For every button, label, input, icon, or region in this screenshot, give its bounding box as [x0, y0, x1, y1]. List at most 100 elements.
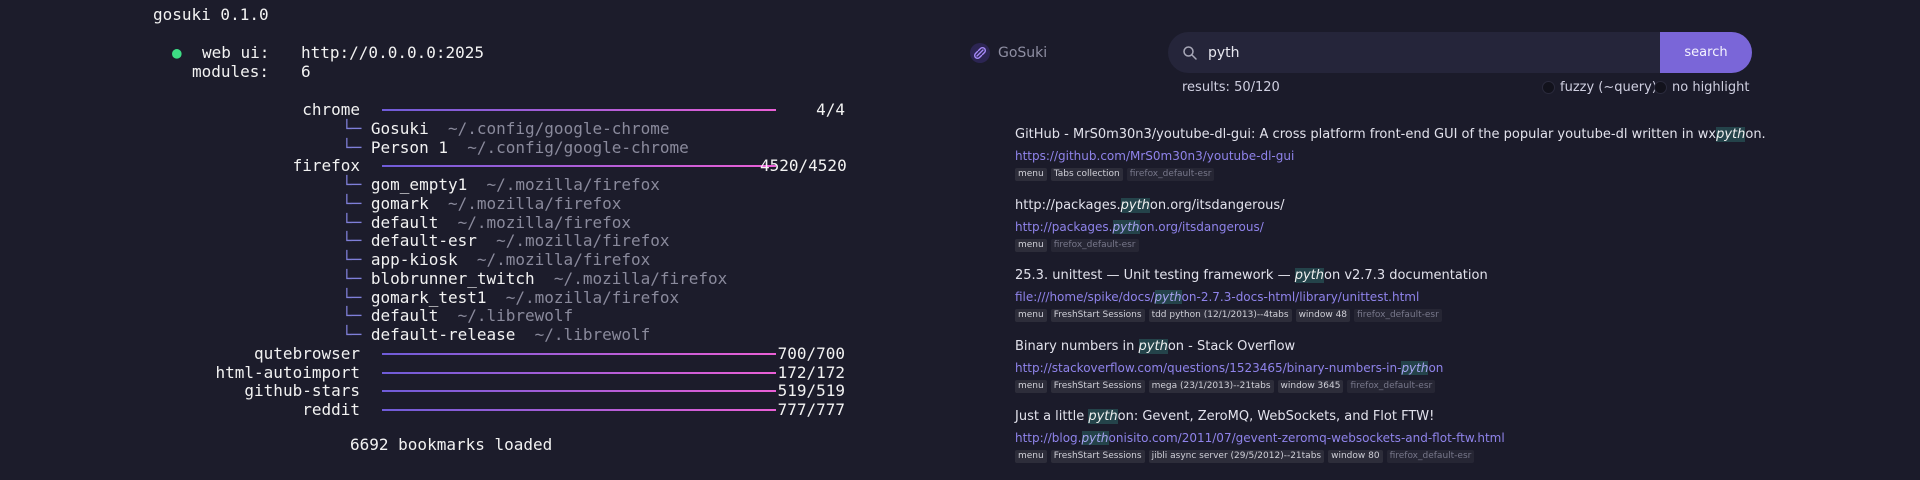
bookmarks-loaded: 6692 bookmarks loaded [350, 435, 553, 454]
module-count: 700/700 [777, 343, 845, 363]
app-version: gosuki 0.1.0 [153, 5, 269, 24]
tag-badge[interactable]: window 48 [1295, 309, 1351, 322]
tree-branch-icon: └─ [342, 325, 362, 344]
result-title[interactable]: 25.3. unittest — Unit testing framework … [1015, 268, 1488, 283]
module-row: reddit 777/777 [0, 400, 960, 419]
match-highlight: pyth [1716, 127, 1746, 142]
match-highlight: pyth [1120, 197, 1150, 213]
profile-row: └─ Person 1 ~/.config/google-chrome [342, 138, 689, 157]
web-ui-url[interactable]: http://0.0.0.0:2025 [301, 43, 485, 62]
module-row: github-stars 519/519 [0, 381, 960, 400]
profile-path: ~/.librewolf [515, 325, 651, 344]
no-highlight-radio[interactable] [1654, 81, 1667, 94]
result-item: Just a little python: Gevent, ZeroMQ, We… [1015, 407, 1505, 463]
module-count: 172/172 [777, 362, 845, 382]
search-input[interactable] [1206, 43, 1690, 62]
module-name: html-autoimport [215, 362, 361, 382]
profile-row: └─ default-release ~/.librewolf [342, 325, 650, 344]
tag-badge[interactable]: menu [1015, 309, 1047, 322]
result-item: GitHub - MrS0m30n3/youtube-dl-gui: A cro… [1015, 125, 1766, 181]
module-name: chrome [302, 100, 360, 119]
tag-badge[interactable]: jibli async server (29/5/2012)--21tabs [1148, 450, 1325, 463]
status-dot-icon: ● [172, 43, 182, 62]
profile-path: ~/.mozilla/firefox [428, 193, 622, 213]
progress-bar [382, 390, 776, 393]
match-highlight: pyth [1154, 290, 1182, 304]
result-item: http://packages.python.org/itsdangerous/… [1015, 196, 1285, 252]
tag-badge[interactable]: FreshStart Sessions [1050, 379, 1145, 393]
match-highlight: pyth [1112, 219, 1140, 234]
tag-badge[interactable]: menu [1015, 238, 1047, 252]
profile-row: └─ gomark ~/.mozilla/firefox [342, 194, 621, 213]
no-highlight-option[interactable]: no highlight [1654, 80, 1749, 95]
tag-badge[interactable]: FreshStart Sessions [1050, 309, 1145, 322]
module-name: firefox [292, 156, 360, 176]
result-item: Binary numbers in python - Stack Overflo… [1015, 337, 1443, 393]
result-url[interactable]: http://blog.pythonisito.com/2011/07/geve… [1015, 431, 1505, 445]
match-highlight: pyth [1138, 338, 1168, 354]
result-tags: menu FreshStart Sessions tdd python (12/1/… [1015, 309, 1488, 322]
results-count: results: 50/120 [1182, 80, 1280, 95]
result-url[interactable]: https://github.com/MrS0m30n3/youtube-dl-… [1015, 149, 1295, 163]
profile-name: gom_empty1 [361, 175, 468, 194]
tree-branch-icon: └─ [342, 212, 362, 232]
profile-path: ~/.mozilla/firefox [486, 287, 680, 307]
search-button[interactable]: search [1660, 32, 1752, 73]
gosuki-web-pane: GoSuki search results: 50/120 fuzzy (~qu… [960, 0, 1920, 480]
result-title[interactable]: GitHub - MrS0m30n3/youtube-dl-gui: A cro… [1015, 127, 1766, 142]
tree-branch-icon: └─ [342, 287, 362, 307]
result-url[interactable]: file:///home/spike/docs/python-2.7.3-doc… [1015, 290, 1420, 304]
tree-branch-icon: └─ [342, 175, 362, 194]
modules-label: modules: [192, 62, 270, 81]
tag-badge[interactable]: mega (23/1/2013)--21tabs [1148, 379, 1274, 393]
tag-badge[interactable]: tdd python (12/1/2013)--4tabs [1148, 309, 1292, 322]
profile-name: default [361, 212, 439, 232]
source-badge: firefox_default-esr [1126, 168, 1215, 181]
profile-name: app-kiosk [361, 250, 458, 269]
tag-badge[interactable]: window 80 [1328, 450, 1383, 463]
tag-badge[interactable]: menu [1015, 379, 1047, 393]
no-highlight-label: no highlight [1672, 80, 1750, 95]
result-item: 25.3. unittest — Unit testing framework … [1015, 266, 1488, 322]
profile-name: default-release [361, 325, 516, 344]
result-title[interactable]: Just a little python: Gevent, ZeroMQ, We… [1015, 409, 1435, 424]
module-name: github-stars [244, 381, 360, 401]
result-title[interactable]: http://packages.python.org/itsdangerous/ [1015, 197, 1285, 213]
fuzzy-radio[interactable] [1542, 81, 1555, 94]
tree-branch-icon: └─ [342, 193, 362, 213]
match-highlight: pyth [1294, 268, 1324, 283]
profile-path: ~/.mozilla/firefox [457, 250, 651, 269]
profile-path: ~/.mozilla/firefox [534, 268, 728, 288]
source-badge: firefox_default-esr [1050, 238, 1139, 252]
profile-row: └─ blobrunner_twitch ~/.mozilla/firefox [342, 269, 727, 288]
result-url[interactable]: http://stackoverflow.com/questions/15234… [1015, 360, 1444, 375]
profile-name: gomark [361, 193, 429, 213]
fuzzy-option[interactable]: fuzzy (~query) [1542, 80, 1657, 95]
profile-name: Gosuki [361, 118, 429, 138]
result-url[interactable]: http://packages.python.org/itsdangerous/ [1015, 219, 1264, 234]
profile-row: └─ default ~/.mozilla/firefox [342, 213, 631, 232]
tag-badge[interactable]: FreshStart Sessions [1050, 450, 1145, 463]
fuzzy-label: fuzzy (~query) [1560, 80, 1657, 95]
tag-badge[interactable]: Tabs collection [1050, 168, 1123, 181]
module-row: qutebrowser 700/700 [0, 344, 960, 363]
link-icon [970, 43, 990, 63]
brand[interactable]: GoSuki [970, 42, 1047, 64]
profile-name: blobrunner_twitch [361, 268, 535, 288]
profile-row: └─ Gosuki ~/.config/google-chrome [342, 119, 670, 138]
result-tags: menu Tabs collection firefox_default-esr [1015, 168, 1766, 181]
search-icon [1183, 45, 1197, 60]
module-name: reddit [302, 400, 360, 419]
tag-badge[interactable]: window 3645 [1277, 379, 1344, 393]
match-highlight: pyth [1088, 409, 1118, 424]
module-row: html-autoimport 172/172 [0, 363, 960, 382]
profile-row: └─ default-esr ~/.mozilla/firefox [342, 231, 670, 250]
profile-row: └─ gomark_test1 ~/.mozilla/firefox [342, 288, 679, 307]
search-box[interactable] [1168, 32, 1711, 73]
result-title[interactable]: Binary numbers in python - Stack Overflo… [1015, 338, 1296, 354]
profile-path: ~/.config/google-chrome [447, 137, 689, 157]
tree-branch-icon: └─ [342, 231, 362, 251]
tag-badge[interactable]: menu [1015, 450, 1047, 463]
web-ui-line: ● web ui: http://0.0.0.0:2025 [172, 43, 484, 62]
tag-badge[interactable]: menu [1015, 168, 1047, 181]
